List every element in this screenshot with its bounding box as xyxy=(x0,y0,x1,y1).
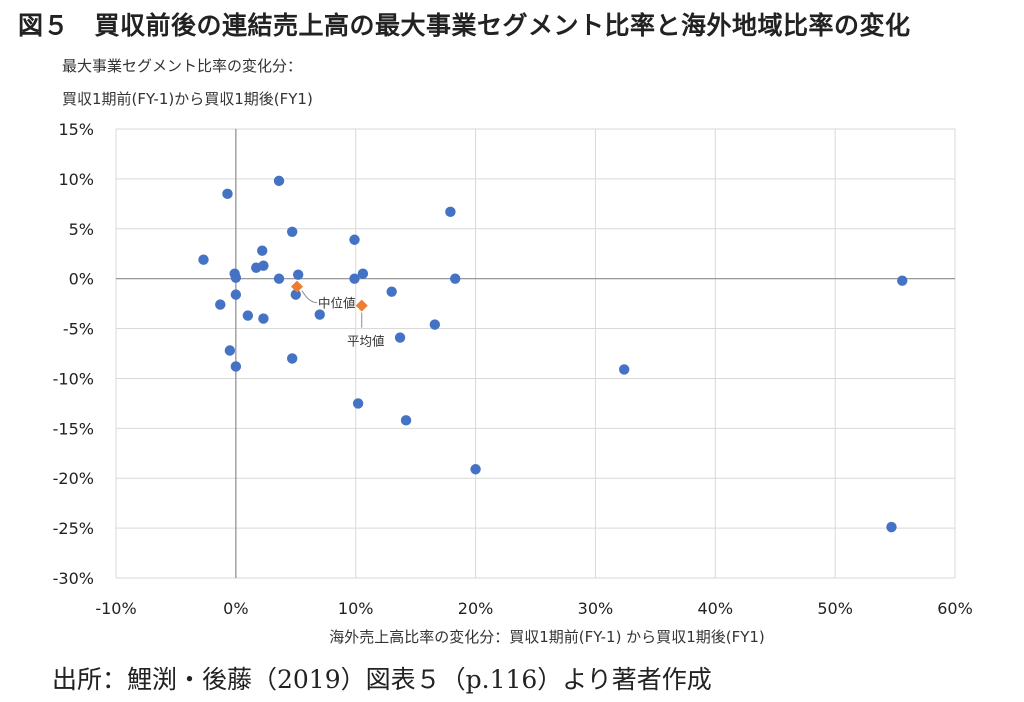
data-point xyxy=(400,415,412,426)
x-axis-label: 海外売上高比率の変化分：買収1期前(FY-1) から買収1期後(FY1) xyxy=(329,628,765,646)
x-tick-label: 20% xyxy=(458,599,494,618)
y-tick-label: 0% xyxy=(69,270,94,289)
data-point xyxy=(292,269,304,280)
data-point xyxy=(257,245,268,256)
grid-lines xyxy=(115,128,956,579)
x-tick-label: 30% xyxy=(578,599,614,618)
data-point xyxy=(314,309,325,320)
x-tick-label: 50% xyxy=(817,599,853,618)
summary-marker xyxy=(290,280,303,293)
x-tick-label: -10% xyxy=(95,599,136,618)
data-point xyxy=(230,289,242,300)
y-tick-label: 5% xyxy=(69,220,94,239)
y-tick-label: -30% xyxy=(53,569,94,588)
data-point xyxy=(886,521,897,533)
summary-marker xyxy=(355,299,368,312)
data-point xyxy=(230,361,242,372)
data-point xyxy=(429,319,441,330)
figure-title: 図５ 買収前後の連結売上高の最大事業セグメント比率と海外地域比率の変化 xyxy=(18,11,911,40)
data-point xyxy=(618,364,630,375)
data-point xyxy=(357,268,369,279)
data-point xyxy=(386,286,397,297)
data-point xyxy=(352,398,364,409)
y-tick-label: 10% xyxy=(58,170,94,189)
data-point xyxy=(349,273,360,284)
data-point xyxy=(445,206,456,218)
data-point xyxy=(273,273,285,284)
data-point xyxy=(394,332,406,343)
y-axis-label-line-1: 最大事業セグメント比率の変化分： xyxy=(62,57,303,75)
data-point xyxy=(222,188,233,200)
data-point xyxy=(258,313,269,324)
y-axis-label-line-2: 買収1期前(FY-1)から買収1期後(FY1) xyxy=(62,90,313,108)
data-point xyxy=(273,175,285,187)
y-tick-label: -10% xyxy=(53,369,94,388)
data-point xyxy=(897,275,908,286)
data-point xyxy=(242,310,254,321)
data-point xyxy=(198,254,209,265)
x-tick-label: 0% xyxy=(223,599,248,618)
x-tick-label: 40% xyxy=(698,599,734,618)
y-tick-label: 15% xyxy=(58,120,94,139)
axis-lines xyxy=(116,129,955,578)
data-point xyxy=(215,299,226,310)
y-tick-label: -15% xyxy=(53,419,94,438)
data-point xyxy=(449,273,461,284)
data-point xyxy=(224,345,236,356)
data-point xyxy=(290,289,301,300)
data-point xyxy=(286,226,298,237)
data-point xyxy=(286,353,298,364)
tick-labels: 15%10%5%0%-5%-10%-15%-20%-25%-30%-10% 0% 1… xyxy=(53,120,973,618)
data-point xyxy=(470,464,481,475)
data-point xyxy=(230,272,242,283)
y-tick-label: -5% xyxy=(63,320,94,339)
data-point xyxy=(349,234,360,245)
data-points xyxy=(198,175,908,533)
summary-leader-line xyxy=(301,290,318,304)
x-tick-label: 60% xyxy=(937,599,973,618)
figure-source: 出所：鯉渕・後藤（2019）図表５（p.116）より著者作成 xyxy=(52,665,712,694)
y-tick-label: -20% xyxy=(53,469,94,488)
x-tick-label: 10% xyxy=(338,599,374,618)
summary-label: 平均値 xyxy=(347,334,385,349)
data-point xyxy=(258,260,269,271)
y-tick-label: -25% xyxy=(53,519,94,538)
summary-label: 中位値 xyxy=(318,296,356,311)
